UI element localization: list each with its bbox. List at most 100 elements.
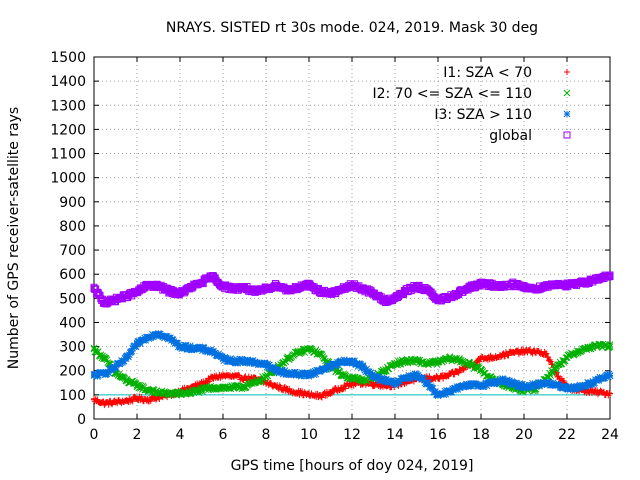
data-point xyxy=(402,357,410,365)
data-point xyxy=(337,286,345,294)
data-point xyxy=(198,279,205,287)
data-point xyxy=(337,370,345,378)
data-point xyxy=(198,345,205,353)
data-point xyxy=(112,296,119,304)
data-point xyxy=(316,393,323,400)
data-point xyxy=(434,297,442,305)
x-tick-label: 18 xyxy=(472,427,490,443)
chart-title: NRAYS. SISTED rt 30s mode. 024, 2019. Ma… xyxy=(166,20,538,36)
data-point xyxy=(552,363,560,371)
data-point xyxy=(423,286,431,294)
data-point xyxy=(251,379,259,387)
data-point xyxy=(176,390,184,398)
data-point xyxy=(520,383,528,390)
data-point xyxy=(208,348,216,355)
data-series xyxy=(90,271,614,409)
data-point xyxy=(423,360,431,367)
series-3 xyxy=(90,271,614,308)
data-point xyxy=(112,399,119,406)
y-tick-label: 700 xyxy=(59,243,86,259)
x-tick-label: 12 xyxy=(343,427,361,443)
data-point xyxy=(402,287,410,295)
data-point xyxy=(456,384,463,391)
data-point xyxy=(391,360,399,367)
data-point xyxy=(595,342,603,349)
data-point xyxy=(585,344,592,352)
data-point xyxy=(316,367,324,375)
data-point xyxy=(187,344,195,352)
x-tick-label: 6 xyxy=(219,427,228,443)
data-point xyxy=(359,377,367,384)
data-point xyxy=(574,384,582,391)
data-point xyxy=(423,379,431,387)
data-point xyxy=(284,355,291,363)
data-point xyxy=(209,374,216,381)
data-point xyxy=(391,294,399,302)
data-point xyxy=(251,288,259,296)
data-point xyxy=(606,372,614,379)
data-point xyxy=(208,384,216,391)
data-point xyxy=(509,280,517,288)
data-point xyxy=(380,297,388,305)
data-point xyxy=(574,280,582,288)
data-point xyxy=(445,355,453,363)
data-point xyxy=(90,285,98,293)
data-point xyxy=(520,283,528,291)
data-point xyxy=(90,345,98,353)
data-point xyxy=(370,373,377,381)
data-point xyxy=(101,355,109,363)
data-point xyxy=(155,282,162,290)
data-point xyxy=(380,377,388,384)
data-point xyxy=(499,352,506,359)
data-point xyxy=(542,350,549,357)
data-point xyxy=(122,355,130,363)
data-point xyxy=(574,348,582,355)
data-point xyxy=(488,379,496,387)
data-point xyxy=(208,273,216,281)
data-point xyxy=(359,363,367,371)
data-point xyxy=(531,348,538,355)
data-point xyxy=(521,348,527,355)
data-point xyxy=(531,381,539,389)
data-point xyxy=(595,274,603,282)
x-axis-label: GPS time [hours of doy 024, 2019] xyxy=(231,458,474,474)
data-point xyxy=(165,390,173,398)
x-tick-label: 4 xyxy=(176,427,185,443)
data-point xyxy=(262,373,270,381)
data-point xyxy=(241,383,248,390)
data-point xyxy=(380,367,388,375)
data-point xyxy=(305,370,313,378)
data-point xyxy=(434,391,442,399)
data-point xyxy=(370,381,377,388)
y-tick-label: 1000 xyxy=(50,171,86,187)
data-point xyxy=(402,374,410,382)
x-tick-label: 22 xyxy=(558,427,576,443)
legend-label: global xyxy=(489,128,532,144)
data-point xyxy=(349,381,355,388)
y-tick-label: 800 xyxy=(59,219,86,235)
data-point xyxy=(466,283,474,291)
data-point xyxy=(434,358,442,366)
data-point xyxy=(531,285,539,293)
data-point xyxy=(510,349,517,356)
y-tick-label: 500 xyxy=(59,291,86,307)
data-point xyxy=(607,390,613,397)
x-tick-label: 16 xyxy=(429,427,447,443)
data-point xyxy=(509,380,517,388)
y-tick-label: 600 xyxy=(59,267,86,283)
data-point xyxy=(445,372,452,379)
data-point xyxy=(122,292,130,300)
legend-label: I2: 70 <= SZA <= 110 xyxy=(372,86,532,102)
data-point xyxy=(176,290,184,298)
legend-label: I3: SZA > 110 xyxy=(434,107,532,123)
y-axis-label: Number of GPS receiver-satellite rays xyxy=(6,107,22,369)
x-tick-label: 24 xyxy=(601,427,619,443)
y-tick-label: 1500 xyxy=(50,50,86,66)
data-point xyxy=(230,357,238,365)
data-point xyxy=(273,383,280,390)
data-point xyxy=(596,389,603,396)
data-point xyxy=(284,387,291,394)
data-point xyxy=(585,388,592,395)
legend-marker xyxy=(563,131,571,139)
